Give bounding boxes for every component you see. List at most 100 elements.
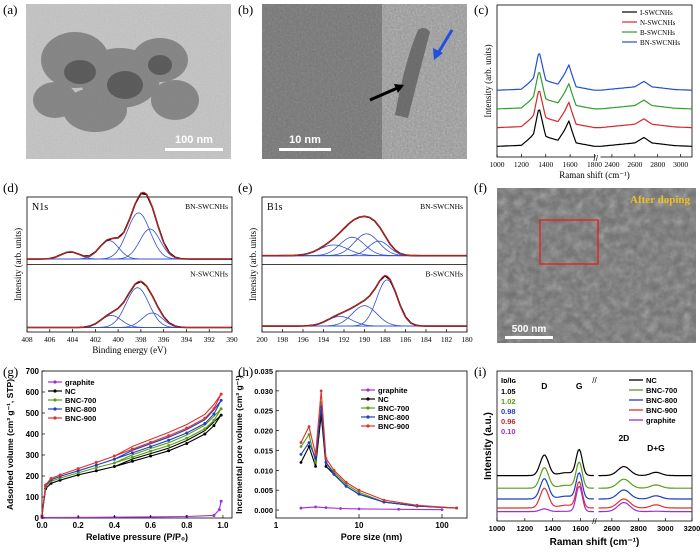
data-point-BNC-800 [314, 457, 318, 460]
x-tick-label: 1600 [572, 524, 589, 533]
x-tick-label: 398 [135, 335, 147, 344]
subplot-label: B-SWCNHs [425, 270, 463, 279]
sem-image-f: After doping 500 nm [497, 188, 696, 343]
legend-marker-NC [366, 397, 370, 401]
y-tick-label: 0.030 [254, 387, 273, 396]
data-point-NC [112, 465, 116, 469]
x-tick-label: 100 [435, 521, 449, 530]
x-axis-label: Raman shift (cm⁻¹) [559, 170, 629, 180]
series-line-NC [497, 448, 594, 477]
x-tick-label: 402 [90, 335, 102, 344]
x-tick-label: 3000 [673, 160, 688, 169]
data-point-graphite [339, 507, 342, 510]
data-point-BNC-900 [307, 425, 311, 429]
x-axis-label: Binding energy (eV) [92, 345, 166, 355]
y-tick-label: 0 [35, 514, 40, 523]
series-line-BNC-700 [497, 461, 594, 489]
data-point-BNC-900 [357, 488, 361, 492]
x-tick-label: 3000 [657, 524, 674, 533]
data-point-BNC-800 [299, 453, 303, 456]
legend-marker-BNC-900 [366, 424, 370, 428]
x-tick-label: 194 [318, 335, 330, 344]
data-point-BNC-800 [382, 500, 386, 504]
legend-label: B-SWCNHs [640, 29, 675, 37]
x-axis-label: Pore size (nm) [341, 532, 403, 542]
y-tick-label: 400 [26, 430, 40, 439]
data-point-BNC-700 [149, 449, 153, 453]
x-tick-label: 2800 [650, 160, 665, 169]
y-tick-label: 500 [26, 409, 40, 418]
data-point-BNC-800 [76, 469, 80, 473]
x-tick-label: 396 [158, 335, 170, 344]
fit-component [262, 279, 467, 327]
y-axis-label: Intensity (arb. units) [248, 228, 258, 301]
data-point-NC [307, 445, 311, 448]
data-point-BNC-800 [185, 431, 189, 435]
axis-break-mark: // [592, 517, 597, 526]
data-point-BNC-700 [94, 466, 98, 470]
fit-component [27, 312, 231, 328]
data-point-NC [185, 441, 189, 445]
data-point-BNC-700 [76, 471, 80, 475]
y-axis-label: Intensity (arb. units) [13, 228, 23, 301]
y-tick-label: 600 [26, 388, 40, 397]
legend-label: BNC-900 [378, 422, 409, 431]
x-tick-label: 3200 [684, 524, 700, 533]
fit-envelope [262, 275, 467, 327]
ratio-value: 0.96 [501, 417, 516, 426]
data-point-BNC-800 [357, 492, 361, 496]
tem-image-a: 100 nm [26, 4, 231, 159]
y-tick-label: 0.000 [254, 506, 273, 515]
x-tick-label: 196 [297, 335, 309, 344]
series-line-N-SWCNHs [497, 90, 692, 129]
x-tick-label: 1000 [489, 524, 506, 533]
series-line-BNC-800-right [598, 489, 692, 500]
scale-bar-label-b: 10 nm [289, 134, 321, 146]
data-point-NC [212, 424, 216, 428]
series-line-B-SWCNHs [497, 71, 692, 110]
axis-break-mark: // [592, 376, 597, 385]
x-tick-label: 1.0 [217, 521, 229, 530]
x-tick-label: 190 [359, 335, 371, 344]
legend-marker-BNC-700 [53, 398, 57, 402]
data-point-BNC-900 [130, 447, 134, 451]
x-tick-label: 390 [226, 335, 238, 344]
legend-label: BNC-900 [65, 414, 96, 423]
y-tick-label: 0.010 [254, 466, 273, 475]
sem-caption: After doping [630, 194, 690, 206]
panel-label-h: (h) [238, 364, 253, 379]
scale-bar-label-a: 100 nm [175, 134, 213, 146]
x-tick-label: 1400 [544, 524, 561, 533]
axis-break [594, 154, 601, 160]
series-line-graphite-right [598, 502, 692, 513]
data-point-NC [219, 413, 223, 417]
legend-label: graphite [378, 386, 408, 395]
x-tick-label: 188 [379, 335, 391, 344]
x-tick-label: 394 [181, 335, 193, 344]
chart-title: N1s [32, 202, 48, 213]
fit-envelope [27, 191, 231, 260]
panel-label-f: (f) [474, 180, 487, 195]
data-point-BNC-800 [203, 422, 207, 425]
data-point-BNC-900 [203, 416, 207, 420]
plot-frame [41, 370, 233, 519]
data-point-graphite [440, 508, 444, 512]
data-point-BNC-900 [44, 483, 48, 487]
data-point-BNC-800 [94, 463, 98, 467]
data-point-BNC-900 [112, 454, 116, 458]
data-point-NC [167, 449, 171, 453]
scale-bar-b [279, 148, 331, 151]
data-point-BNC-900 [332, 468, 336, 472]
xps-b1s-chart-e: BN-SWCNHs B-SWCNHs 200 198 196 194 192 190 188 18… [248, 196, 473, 344]
fit-component [27, 314, 231, 328]
raw-data [27, 280, 232, 329]
data-point-NC [203, 432, 207, 436]
legend-label: BNC-800 [646, 396, 677, 405]
legend-label: NC [646, 376, 657, 385]
data-point-BNC-900 [219, 392, 223, 396]
x-tick-label: 180 [461, 335, 473, 344]
series-line-BNC-900 [497, 481, 594, 509]
subplot-label: BN-SWCNHs [420, 202, 463, 211]
raman-chart-i: // // 1000 1200 1400 1600 2600 2800 3000 3200 D G 2D… [483, 370, 700, 548]
data-point-BNC-900 [415, 503, 419, 507]
